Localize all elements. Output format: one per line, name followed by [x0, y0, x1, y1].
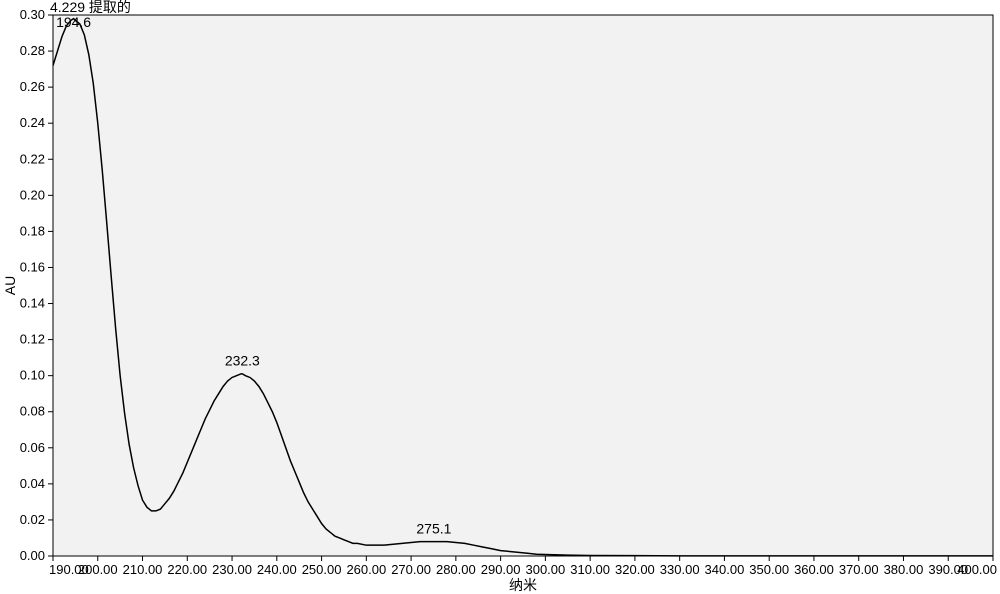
x-tick-label: 350.00: [749, 562, 789, 577]
x-tick-label: 370.00: [839, 562, 879, 577]
x-tick-label: 320.00: [615, 562, 655, 577]
chart-title: 4.229 提取的: [50, 0, 131, 15]
chart-svg: 190.00200.00210.00220.00230.00240.00250.…: [0, 0, 1000, 594]
x-tick-label: 240.00: [257, 562, 297, 577]
y-tick-label: 0.20: [20, 187, 45, 202]
y-tick-label: 0.18: [20, 223, 45, 238]
y-tick-label: 0.00: [20, 548, 45, 563]
y-tick-label: 0.16: [20, 259, 45, 274]
plot-background: [53, 15, 993, 556]
x-tick-label: 280.00: [436, 562, 476, 577]
x-tick-label: 400.00: [957, 562, 997, 577]
x-tick-label: 260.00: [346, 562, 386, 577]
x-tick-label: 340.00: [705, 562, 745, 577]
peak-label: 194.6: [56, 14, 91, 30]
x-tick-label: 360.00: [794, 562, 834, 577]
x-axis-title: 纳米: [509, 577, 537, 593]
y-tick-label: 0.10: [20, 368, 45, 383]
peak-label: 232.3: [225, 353, 260, 369]
x-tick-label: 290.00: [481, 562, 521, 577]
x-tick-label: 330.00: [660, 562, 700, 577]
y-tick-label: 0.28: [20, 43, 45, 58]
y-axis-title: AU: [2, 276, 18, 295]
y-tick-label: 0.22: [20, 151, 45, 166]
y-tick-label: 0.04: [20, 476, 45, 491]
y-tick-label: 0.12: [20, 332, 45, 347]
x-tick-label: 310.00: [570, 562, 610, 577]
x-tick-label: 210.00: [123, 562, 163, 577]
x-tick-label: 200.00: [78, 562, 118, 577]
y-tick-label: 0.24: [20, 115, 45, 130]
y-tick-label: 0.08: [20, 404, 45, 419]
x-tick-label: 270.00: [391, 562, 431, 577]
y-tick-label: 0.06: [20, 440, 45, 455]
y-tick-label: 0.14: [20, 296, 45, 311]
y-tick-label: 0.26: [20, 79, 45, 94]
x-tick-label: 380.00: [884, 562, 924, 577]
x-tick-label: 250.00: [302, 562, 342, 577]
y-tick-label: 0.30: [20, 7, 45, 22]
peak-label: 275.1: [416, 521, 451, 537]
x-tick-label: 230.00: [212, 562, 252, 577]
y-tick-label: 0.02: [20, 512, 45, 527]
spectrum-chart: 190.00200.00210.00220.00230.00240.00250.…: [0, 0, 1000, 594]
x-tick-label: 220.00: [167, 562, 207, 577]
x-tick-label: 300.00: [525, 562, 565, 577]
